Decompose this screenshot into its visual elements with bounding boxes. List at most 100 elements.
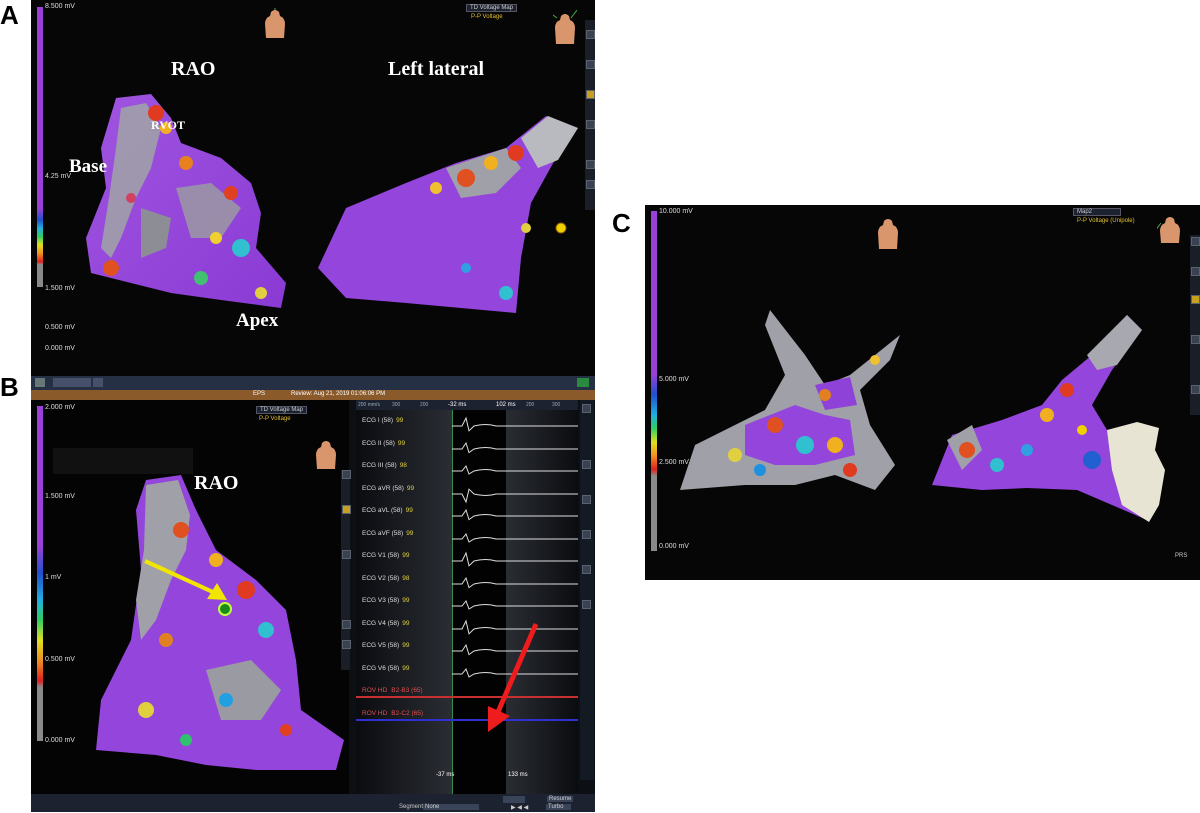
ecg-channel-row[interactable]: ECG V1 (58) 99: [356, 549, 578, 571]
ecg-channel-row[interactable]: ECG aVF (58) 99: [356, 527, 578, 549]
caliper-button[interactable]: [582, 495, 591, 504]
top-toolbar: [31, 376, 595, 390]
panel-letter-a: A: [0, 0, 19, 30]
time-cursor-2: 102 ms: [496, 402, 516, 408]
rov-channel-name: ROV HD: [362, 709, 388, 717]
ecg-waveform: [452, 667, 578, 678]
ecg-waveform: [452, 576, 578, 588]
eye-button[interactable]: [582, 600, 591, 609]
ecg-channel-name: ECG aVR (58): [362, 484, 404, 492]
tick-label: 200: [420, 402, 429, 408]
app-icon[interactable]: [35, 378, 45, 387]
clip-button[interactable]: [1191, 335, 1200, 344]
ecg-channel-row[interactable]: ECG aVL (58) 99: [356, 504, 578, 526]
ecg-channel-value: 99: [397, 439, 406, 447]
mode-dropdown[interactable]: [53, 378, 91, 387]
ecg-header: 200 mm/s 300 200 -32 ms 102 ms 200 300: [356, 400, 578, 410]
zoom-select[interactable]: [503, 796, 525, 803]
option-dropdown[interactable]: [93, 378, 103, 387]
right-toolbar: [585, 20, 595, 210]
view-button[interactable]: [586, 180, 595, 189]
torso-orientation-icon: [316, 441, 336, 469]
ecg-channel-row[interactable]: ECG III (58) 98: [356, 459, 578, 481]
scale-max-label: 8.500 mV: [45, 3, 75, 10]
rov-baseline: [356, 718, 578, 721]
ecg-channel-name: ECG aVL (58): [362, 507, 403, 514]
rov-channel-row[interactable]: ROV HD B2-C2 (65): [356, 707, 578, 729]
toolbar-title: EPS: [253, 391, 266, 397]
tick-label: 300: [552, 402, 561, 408]
ecg-channel-name: ECG V4 (58): [362, 619, 400, 627]
brush-button[interactable]: [586, 160, 595, 169]
zoom-in-button[interactable]: [342, 470, 351, 479]
ecg-waveform: [452, 465, 578, 475]
rao-voltage-map: [96, 475, 344, 770]
ecg-waveform: [452, 643, 578, 656]
ecg-waveform: [452, 551, 578, 567]
voltage-color-scale: [37, 406, 43, 741]
rao-voltage-map: [86, 94, 286, 308]
map-type-dropdown[interactable]: TD Voltage Map: [466, 4, 518, 12]
rotate-slider[interactable]: [586, 60, 595, 69]
ecg-channel-row[interactable]: ECG V3 (58) 99: [356, 594, 578, 616]
ecg-channel-row[interactable]: ECG V6 (58) 99: [356, 662, 578, 684]
zoom-in-button[interactable]: [1191, 237, 1200, 246]
rotate-slider[interactable]: [342, 550, 351, 559]
layer-button[interactable]: [342, 505, 351, 514]
turbo-dropdown[interactable]: Turbo: [546, 804, 572, 810]
ecg-channel-label: ECG V5 (58) 99: [362, 642, 409, 649]
ecg-channel-value: 98: [402, 574, 410, 582]
sweep-speed: 200 mm/s: [358, 402, 380, 408]
scale-low2-label: 0.500 mV: [45, 324, 75, 331]
ecg-panel: 200 mm/s 300 200 -32 ms 102 ms 200 300 E…: [356, 400, 578, 794]
exit-button[interactable]: [577, 378, 589, 387]
ecg-channel-row[interactable]: ECG I (58) 99: [356, 414, 578, 436]
ecg-channel-row[interactable]: ECG aVR (58) 99: [356, 482, 578, 504]
ecg-channel-value: 99: [402, 552, 410, 559]
clip-button[interactable]: [586, 120, 595, 129]
layer-button[interactable]: [1191, 295, 1200, 304]
view-button[interactable]: [342, 640, 351, 649]
segment-dropdown[interactable]: None: [423, 804, 480, 810]
rov-channel-bipole: B2-C2 (65): [391, 709, 424, 717]
ecg-channel-label: ECG V6 (58) 99: [362, 665, 409, 672]
ecg-channel-row[interactable]: ECG V2 (58) 98: [356, 572, 578, 594]
rov-channel-row[interactable]: ROV HD B2-B3 (65): [356, 684, 578, 706]
hand-tool-button[interactable]: [582, 404, 591, 413]
footer-bar: Resume Segment None ▶ ◀ ◀ Turbo: [31, 794, 595, 812]
resume-button[interactable]: Resume: [547, 796, 574, 802]
ecg-channel-value: 99: [402, 664, 410, 672]
ecg-channel-value: 99: [402, 619, 410, 627]
time-cursor-1: -32 ms: [448, 402, 467, 408]
panel-b-eps-review: EPS Review: Aug 21, 2019 01:06:06 PM 2.0…: [31, 376, 595, 812]
map-right-toolbar: [341, 470, 351, 670]
playback-controls[interactable]: ▶ ◀ ◀: [511, 805, 529, 811]
trace-button[interactable]: [582, 565, 591, 574]
layer-button[interactable]: [586, 90, 595, 99]
map-type-dropdown[interactable]: TD Voltage Map: [256, 406, 308, 414]
map-type-dropdown[interactable]: Map2: [1073, 208, 1122, 216]
scale-max-label: 2.000 mV: [45, 404, 75, 411]
ecg-channel-row[interactable]: ECG V5 (58) 99: [356, 639, 578, 661]
rao-label: RAO: [171, 58, 216, 80]
ecg-channel-row[interactable]: ECG II (58) 99: [356, 437, 578, 459]
voltage-color-scale: [651, 211, 657, 551]
select-tool-button[interactable]: [582, 460, 591, 469]
ecg-waveform: [452, 416, 578, 432]
scale-500-label: 0.500 mV: [45, 656, 75, 663]
brush-button[interactable]: [342, 620, 351, 629]
scale-1-label: 1 mV: [45, 574, 62, 581]
zoom-in-button[interactable]: [586, 30, 595, 39]
left-lateral-label: Left lateral: [388, 58, 485, 80]
ecg-channel-value: 99: [396, 417, 404, 424]
marker-button[interactable]: [582, 530, 591, 539]
torso-orientation-icon: [265, 8, 285, 38]
ecg-channel-row[interactable]: ECG V4 (58) 99: [356, 617, 578, 639]
rotate-slider[interactable]: [1191, 267, 1200, 276]
view-button[interactable]: [1191, 385, 1200, 394]
scale-min-label: 0.000 mV: [659, 543, 689, 550]
left-lateral-voltage-map: [932, 315, 1165, 522]
right-toolbar: [1190, 235, 1200, 415]
rov-baseline: [356, 696, 578, 698]
map-subtype-label: P-P Voltage (Unipole): [1077, 218, 1135, 224]
